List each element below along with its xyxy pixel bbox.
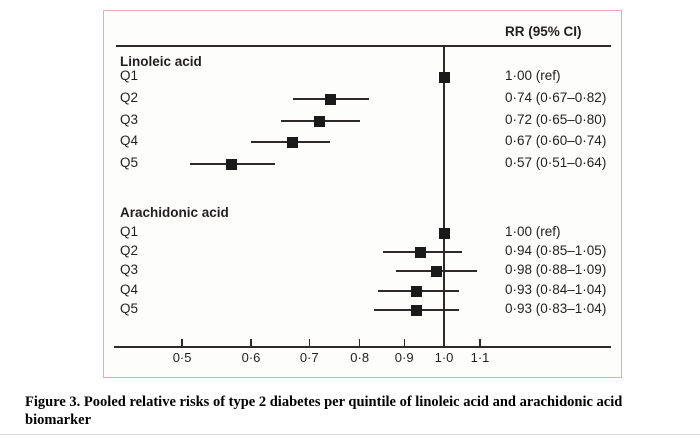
rr-value: 0·72 (0·65–0·80): [505, 112, 607, 127]
figure-caption-line2: biomarker: [25, 412, 92, 428]
x-axis-tick: [250, 339, 252, 346]
x-axis-line: [114, 346, 611, 348]
rr-value: 0·93 (0·83–1·04): [505, 301, 607, 316]
point-estimate-marker: [226, 158, 238, 170]
point-estimate-marker: [411, 304, 423, 316]
point-estimate-marker: [411, 285, 423, 297]
figure-caption: Figure 3. Pooled relative risks of type …: [25, 393, 695, 429]
x-axis-tick-label: 0·9: [394, 350, 414, 365]
x-axis-tick: [443, 339, 445, 346]
row-label: Q2: [120, 243, 139, 258]
row-label: Q1: [120, 224, 139, 239]
x-axis-tick-label: 0·6: [241, 350, 261, 365]
rr-value: 1·00 (ref): [505, 224, 561, 239]
x-axis-tick: [479, 339, 481, 346]
plot-border-box: RR (95% CI) 0·5 0·6 0·7 0·8 0·9 1·0 1·1 Linoleic…: [103, 10, 622, 378]
row-label: Q5: [120, 301, 139, 316]
x-axis-tick: [359, 339, 361, 346]
rr-value: 0·93 (0·84–1·04): [505, 282, 607, 297]
plot-area: RR (95% CI) 0·5 0·6 0·7 0·8 0·9 1·0 1·1 Linoleic…: [104, 11, 621, 377]
rr-value: 0·57 (0·51–0·64): [505, 155, 607, 170]
header-rule: [116, 45, 611, 47]
group-label: Linoleic acid: [120, 54, 202, 69]
reference-line: [443, 45, 445, 348]
point-estimate-marker: [438, 227, 450, 239]
group-label: Arachidonic acid: [120, 205, 229, 220]
figure-caption-line1: Figure 3. Pooled relative risks of type …: [25, 394, 623, 410]
point-estimate-marker: [287, 136, 299, 148]
bottom-rule: [0, 434, 700, 435]
rr-value: 0·94 (0·85–1·05): [505, 243, 607, 258]
row-label: Q4: [120, 133, 139, 148]
x-axis-tick-label: 1·0: [434, 350, 454, 365]
rr-value: 0·98 (0·88–1·09): [505, 262, 607, 277]
point-estimate-marker: [324, 93, 336, 105]
row-label: Q5: [120, 155, 139, 170]
point-estimate-marker: [430, 265, 442, 277]
row-label: Q3: [120, 112, 139, 127]
point-estimate-marker: [438, 71, 450, 83]
x-axis-tick-label: 1·1: [470, 350, 490, 365]
x-axis-tick-label: 0·7: [299, 350, 319, 365]
x-axis-tick-label: 0·8: [350, 350, 370, 365]
point-estimate-marker: [415, 246, 427, 258]
x-axis-tick: [181, 339, 183, 346]
column-header-rr: RR (95% CI): [505, 24, 582, 39]
x-axis-tick: [308, 339, 310, 346]
rr-value: 0·67 (0·60–0·74): [505, 133, 607, 148]
row-label: Q3: [120, 262, 139, 277]
row-label: Q4: [120, 282, 139, 297]
point-estimate-marker: [314, 115, 326, 127]
row-label: Q2: [120, 90, 139, 105]
x-axis-tick-label: 0·5: [172, 350, 192, 365]
x-axis-tick: [403, 339, 405, 346]
rr-value: 0·74 (0·67–0·82): [505, 90, 607, 105]
row-label: Q1: [120, 68, 139, 83]
rr-value: 1·00 (ref): [505, 68, 561, 83]
